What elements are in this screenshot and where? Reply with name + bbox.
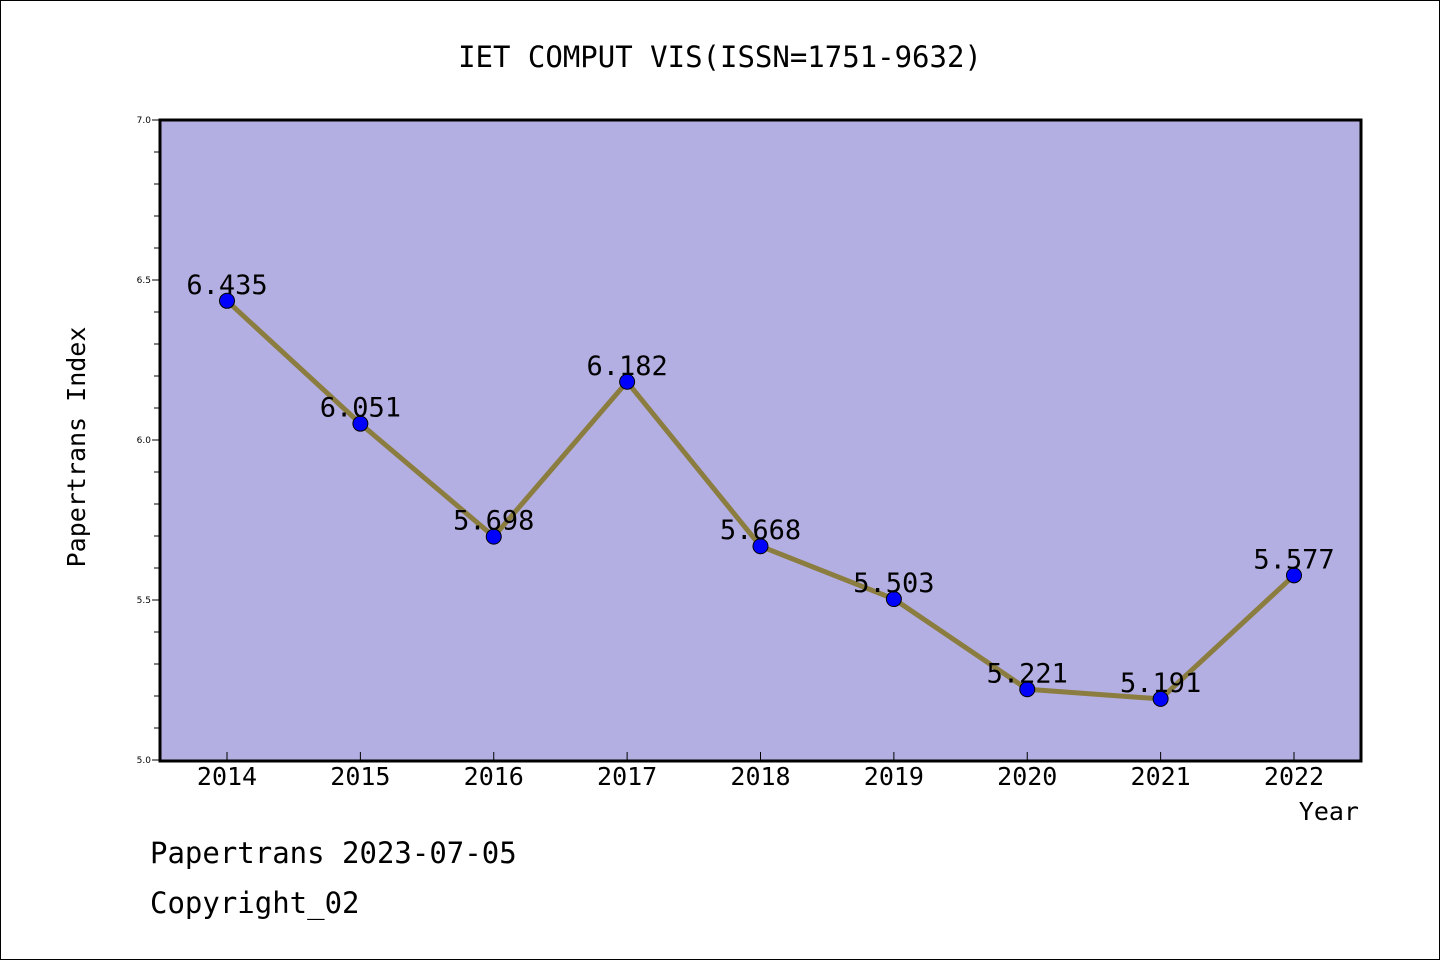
data-point-marker <box>752 538 769 555</box>
data-value-label: 5.577 <box>1253 544 1334 575</box>
data-point-marker <box>1152 690 1169 707</box>
y-axis: 5.0 5.5 6.0 6.5 7.0 <box>137 116 160 766</box>
data-value-label: 5.698 <box>453 506 534 537</box>
x-axis: 2014 2015 2016 2017 2018 2019 2020 2021 2022 <box>197 752 1324 791</box>
y-tick-label: 5.5 <box>137 596 151 606</box>
x-tick-label: 2019 <box>864 762 924 791</box>
data-point-marker <box>1286 567 1302 584</box>
y-tick-label: 6.0 <box>137 436 152 446</box>
data-point-marker <box>885 591 902 608</box>
x-tick-label: 2021 <box>1131 762 1191 791</box>
x-tick-label: 2018 <box>730 762 790 791</box>
x-tick-label: 2015 <box>330 762 390 791</box>
data-value-label: 6.182 <box>586 351 667 382</box>
data-value-label: 5.191 <box>1120 668 1201 699</box>
data-value-label: 5.221 <box>987 658 1068 689</box>
data-value-label: 5.668 <box>720 515 801 546</box>
y-tick-label: 6.5 <box>137 276 151 286</box>
y-axis-label: Papertrans Index <box>62 327 91 568</box>
data-value-label: 6.435 <box>186 270 267 301</box>
x-axis-label: Year <box>1299 797 1359 826</box>
data-markers <box>219 292 1302 707</box>
data-point-marker <box>619 373 636 390</box>
y-tick-label: 7.0 <box>137 116 152 126</box>
x-tick-label: 2020 <box>997 762 1057 791</box>
chart-title: IET COMPUT VIS(ISSN=1751-9632) <box>458 40 982 74</box>
footer-copyright: Copyright_02 <box>150 886 360 920</box>
y-tick-label: 5.0 <box>137 756 152 766</box>
data-value-label: 5.503 <box>853 568 934 599</box>
footer-date: Papertrans 2023-07-05 <box>150 836 517 870</box>
x-tick-label: 2017 <box>597 762 657 791</box>
data-point-marker <box>352 415 369 432</box>
x-tick-label: 2016 <box>464 762 524 791</box>
x-tick-label: 2022 <box>1264 762 1324 791</box>
data-labels: 6.435 6.051 5.698 6.182 5.668 5.503 5.221 5.191… <box>186 270 1334 699</box>
data-point-marker <box>485 528 502 545</box>
data-point-marker <box>219 292 235 309</box>
x-tick-label: 2014 <box>197 762 257 791</box>
data-point-marker <box>1019 681 1036 698</box>
data-value-label: 6.051 <box>320 393 401 424</box>
plot-area <box>158 118 1363 763</box>
